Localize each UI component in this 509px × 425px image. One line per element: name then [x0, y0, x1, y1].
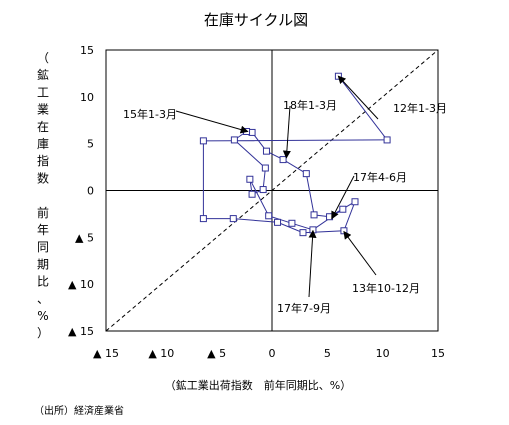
annotation-arrow: [343, 230, 377, 276]
y-axis-label-char: ）: [37, 326, 49, 340]
y-tick-label: ▲ 15: [68, 325, 94, 338]
x-tick-label: ▲ 5: [207, 347, 226, 360]
data-point: [259, 186, 267, 194]
y-axis-label-char: 前: [37, 205, 49, 220]
y-axis-label-char: 庫: [37, 137, 49, 151]
y-tick-label: 15: [80, 44, 94, 57]
annotation-label: 15年1-3月: [123, 107, 177, 121]
data-point: [302, 170, 310, 178]
y-tick-labels: 15 10 5 0 ▲ 5 ▲ 10 ▲ 15: [68, 44, 94, 338]
y-axis-label-char: 鉱: [37, 67, 49, 82]
annotation-arrow: [308, 229, 317, 298]
annotation-arrow: [331, 175, 355, 220]
data-point: [310, 211, 318, 219]
series-layer: [199, 72, 391, 237]
y-axis-label-char: 比: [37, 275, 49, 289]
annotation-label: 18年1-3月: [283, 98, 337, 112]
y-axis-label-char: 、: [37, 292, 49, 306]
y-axis-label-char: （: [37, 51, 49, 65]
annotation-label: 13年10-12月: [352, 281, 420, 295]
diagonal-dashed-line: [105, 49, 439, 332]
annotation-label: 17年7-9月: [277, 301, 331, 315]
data-point: [339, 205, 347, 213]
diagonal-line: [105, 49, 439, 332]
y-axis-label-char: 同: [37, 240, 49, 254]
annotation-label: 17年4-6月: [353, 170, 407, 184]
x-tick-label: 10: [376, 347, 390, 360]
data-point: [288, 219, 296, 227]
data-point: [265, 212, 273, 220]
data-point: [229, 215, 237, 223]
data-point: [199, 215, 207, 223]
y-axis-label: （ 鉱工業在庫指数 前年同期比、% ）: [37, 51, 49, 340]
annotation-label: 12年1-3月: [393, 101, 447, 115]
annotation-arrow: [282, 105, 291, 159]
y-axis-label-char: [37, 189, 49, 203]
y-axis-label-char: 指: [37, 153, 49, 168]
y-tick-label: 5: [87, 138, 94, 151]
data-point: [230, 136, 238, 144]
x-tick-label: 5: [324, 347, 331, 360]
annotation-arrow: [337, 75, 379, 120]
data-point: [261, 164, 269, 172]
data-point: [351, 198, 359, 206]
x-tick-labels: ▲ 15 ▲ 10 ▲ 5 0 5 10 15: [93, 347, 445, 360]
data-point: [383, 136, 391, 144]
y-tick-label: ▲ 5: [75, 231, 94, 244]
annotation-layer: 12年1-3月 15年1-3月 18年1-3月 17年4-6月 13年10-12月 17年…: [123, 75, 447, 315]
source-note: （出所）経済産業省: [34, 404, 124, 417]
y-tick-label: ▲ 10: [68, 278, 94, 291]
x-tick-label: 15: [431, 347, 445, 360]
x-axis-label: （鉱工業出荷指数 前年同期比、%）: [165, 378, 351, 392]
y-tick-label: 0: [87, 185, 94, 198]
x-tick-label: ▲ 10: [148, 347, 174, 360]
data-point: [262, 147, 270, 155]
data-point: [326, 213, 334, 221]
data-point: [246, 175, 254, 183]
data-point: [274, 218, 282, 226]
y-tick-label: 10: [80, 91, 94, 104]
y-axis-label-char: 年: [37, 223, 49, 237]
x-tick-label: ▲ 15: [93, 347, 119, 360]
data-point: [279, 156, 287, 164]
y-axis-label-char: 業: [37, 103, 49, 117]
data-point: [340, 227, 348, 235]
annotation-arrow: [175, 110, 249, 134]
y-axis-label-char: 期: [37, 257, 49, 271]
y-axis-label-char: %: [37, 309, 48, 323]
data-point: [199, 137, 207, 145]
y-axis-label-char: 在: [37, 120, 49, 134]
y-axis-label-char: 数: [37, 170, 49, 185]
chart-title: 在庫サイクル図: [204, 11, 308, 29]
y-axis-label-char: 工: [37, 85, 49, 99]
data-point: [248, 190, 256, 198]
x-tick-label: 0: [269, 347, 276, 360]
data-point: [299, 229, 307, 237]
